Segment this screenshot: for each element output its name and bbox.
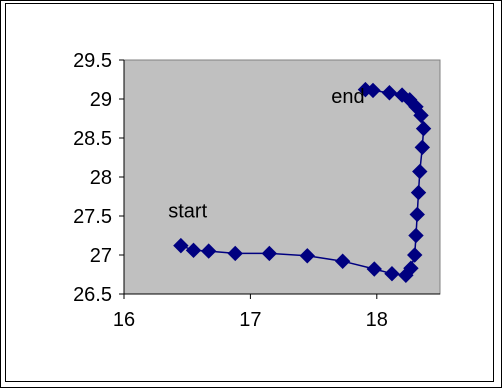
data-point <box>173 237 189 254</box>
data-point <box>334 253 351 269</box>
data-point <box>394 87 410 103</box>
x-tick-label: 17 <box>239 309 261 331</box>
data-point <box>261 245 278 262</box>
data-point <box>412 163 428 180</box>
x-tick-label: 16 <box>113 309 135 331</box>
data-point <box>407 247 423 263</box>
annotation-end: end <box>331 86 364 108</box>
data-point <box>299 248 315 264</box>
data-point <box>200 243 217 259</box>
y-tick-label: 28 <box>90 167 112 189</box>
y-tick-label: 27 <box>90 245 112 267</box>
plot-area <box>123 59 441 295</box>
data-point <box>227 245 243 262</box>
data-point <box>415 120 432 137</box>
ticks: 26.5 27 27.5 28 28.5 29 29.5 16 17 18 <box>73 50 388 331</box>
y-tick-label: 29.5 <box>73 50 112 72</box>
y-tick-label: 29 <box>90 89 112 111</box>
annotations: start end <box>168 86 364 223</box>
data-point <box>410 184 427 201</box>
data-point <box>409 206 425 223</box>
series-markers <box>173 81 432 283</box>
data-point <box>357 81 374 98</box>
y-tick-label: 28.5 <box>73 128 112 150</box>
data-point <box>381 85 398 101</box>
annotation-start: start <box>168 201 207 223</box>
data-point <box>414 139 431 156</box>
data-point <box>384 266 400 282</box>
y-tick-label: 26.5 <box>73 284 112 306</box>
data-point <box>185 242 202 259</box>
data-point <box>366 261 382 277</box>
data-point <box>403 260 419 276</box>
y-tick-label: 27.5 <box>73 206 112 228</box>
data-point <box>408 227 424 244</box>
x-tick-label: 18 <box>366 309 388 331</box>
